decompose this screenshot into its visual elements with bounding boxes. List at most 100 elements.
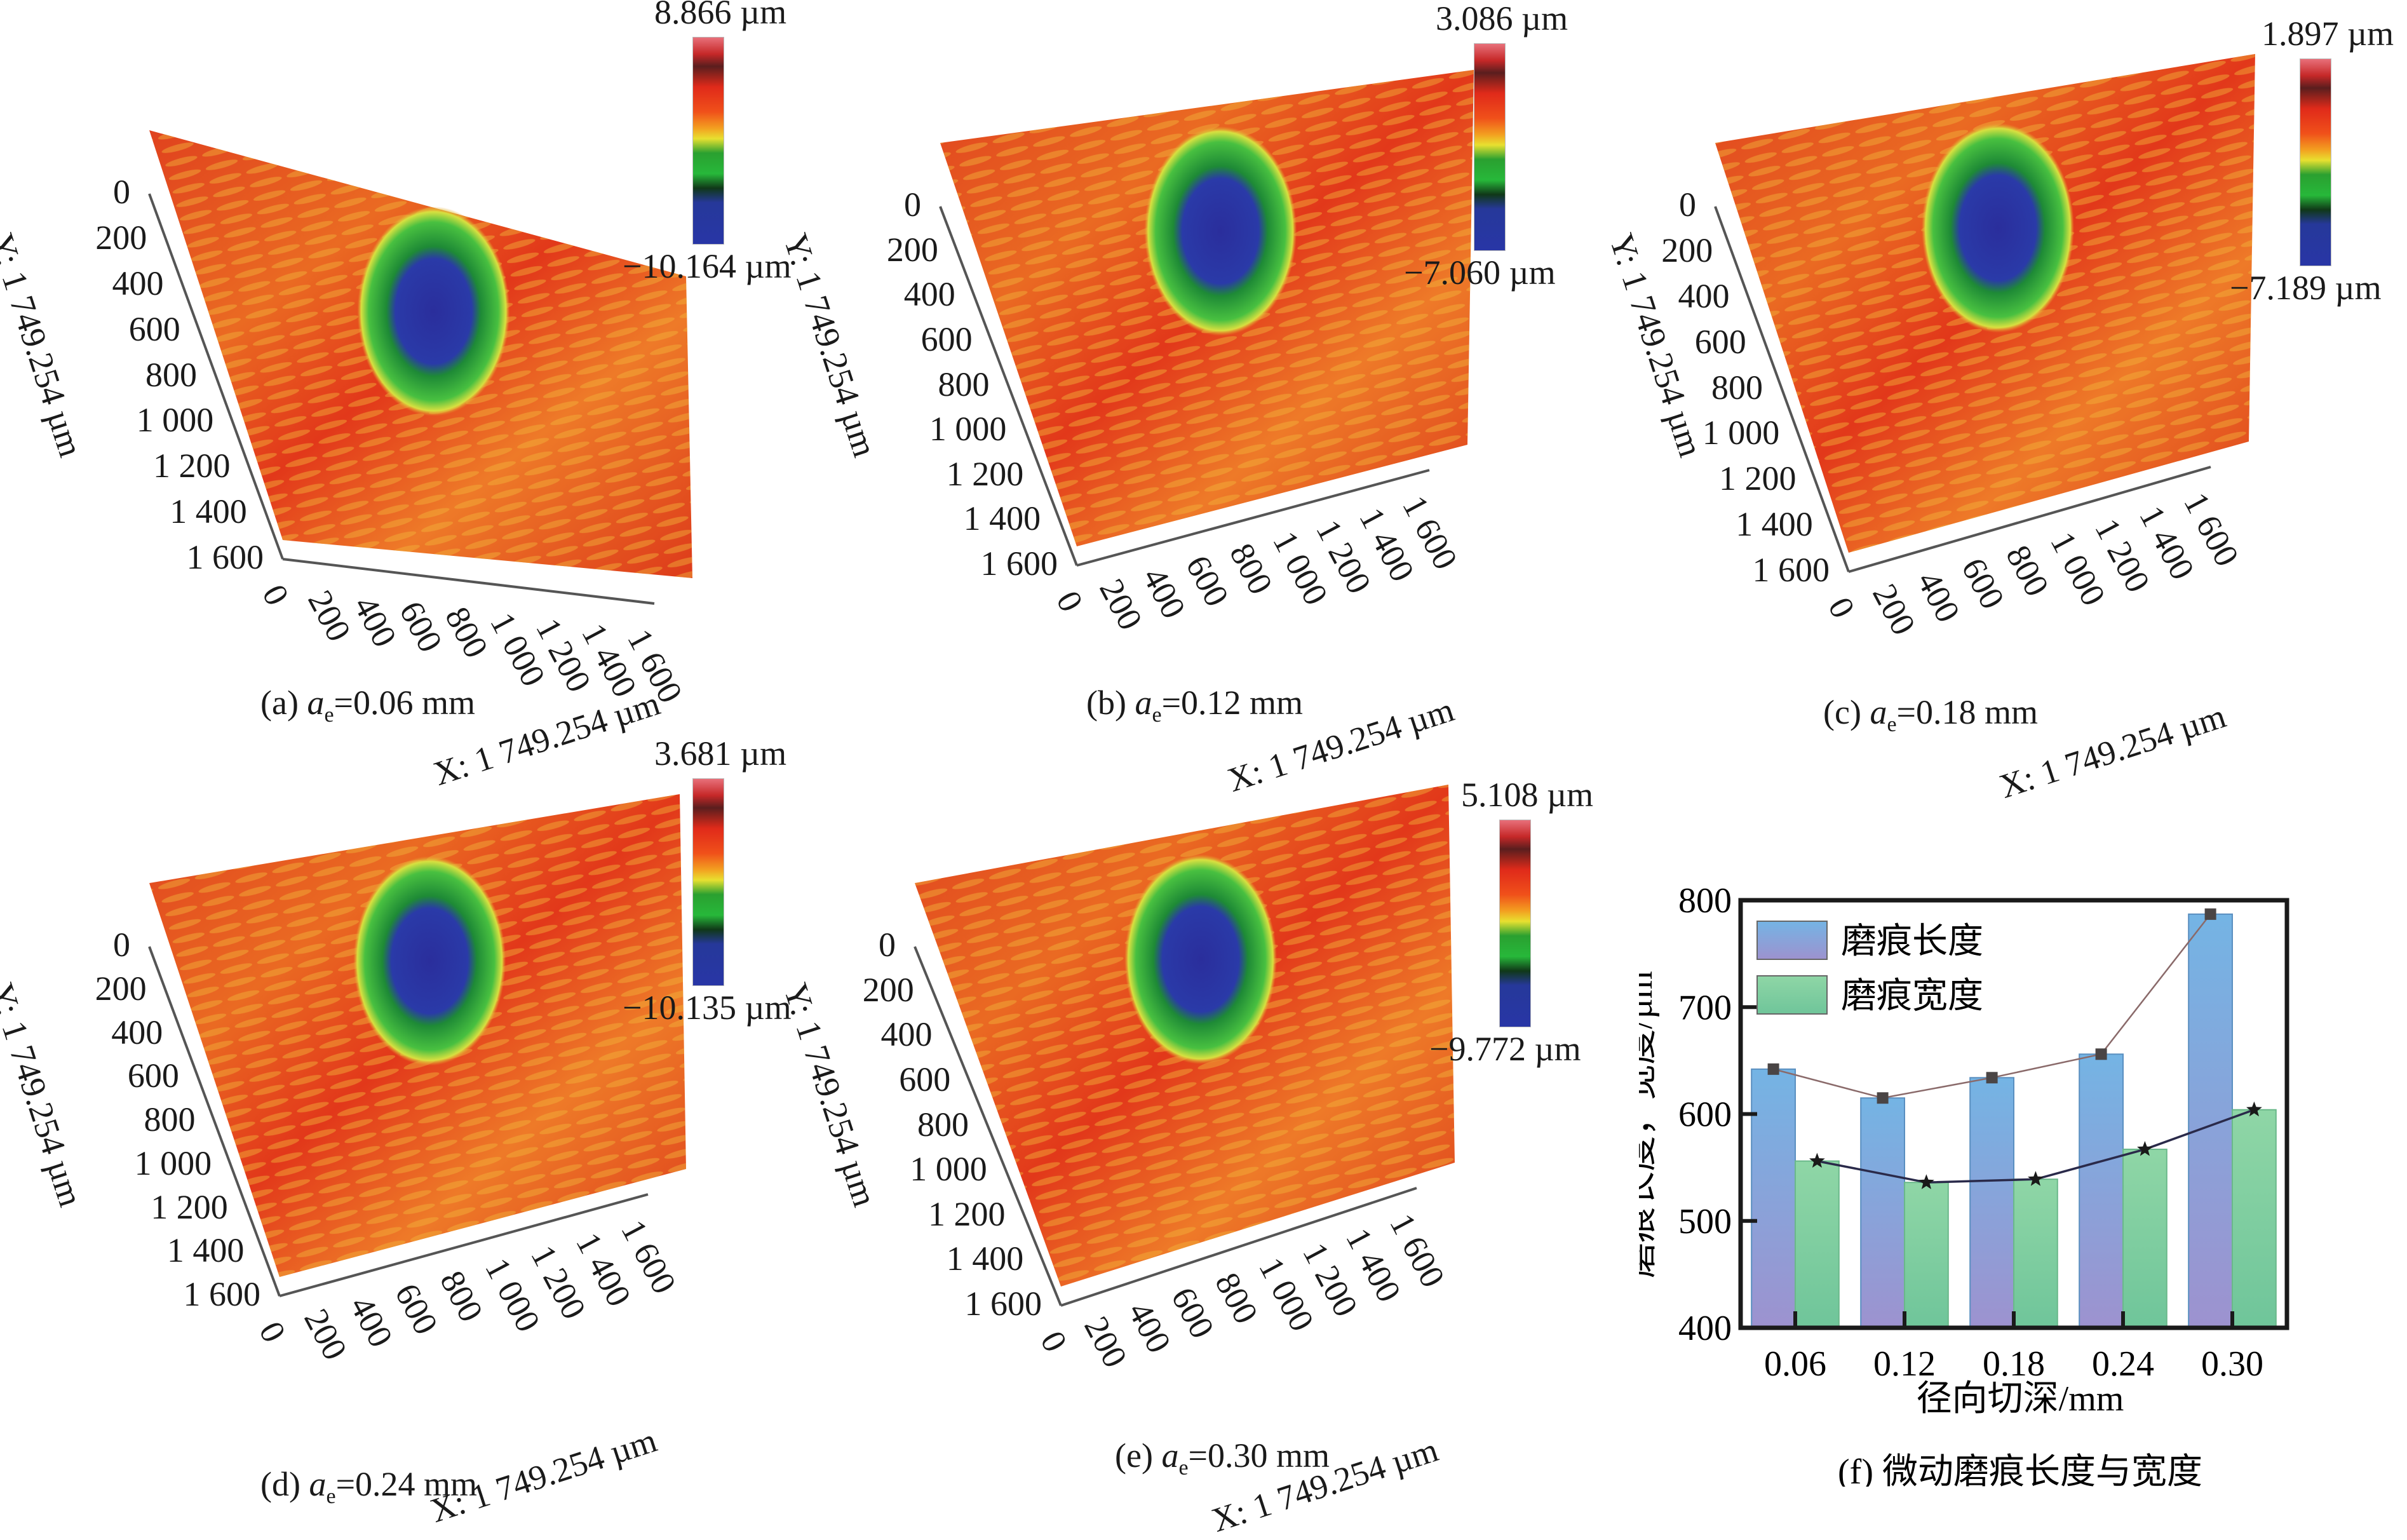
y-tick-label: 200: [1661, 231, 1713, 269]
caption-prefix: (b): [1086, 684, 1135, 722]
chart-caption: (f) 微动磨痕长度与宽度: [1838, 1452, 2202, 1487]
caption-variable: a: [307, 684, 325, 722]
panel-caption: (a) ae=0.06 mm: [260, 683, 475, 727]
y-tick-label: 1 400: [1736, 505, 1813, 544]
colorbar-max-label: 5.108 µm: [1461, 776, 1594, 814]
caption-prefix: (a): [260, 684, 307, 722]
x-tick-label: 0.30: [2201, 1344, 2263, 1384]
caption-value: =0.18 mm: [1896, 693, 2038, 731]
y-tick-label: 200: [95, 218, 147, 257]
wear-scar: [1124, 854, 1277, 1064]
surface-map-e: [914, 785, 1455, 1307]
y-tick-label: 1 400: [946, 1239, 1024, 1278]
caption-prefix: (e): [1115, 1436, 1162, 1475]
x-tick-label: 0.06: [1764, 1344, 1826, 1384]
caption-subscript: e: [1887, 712, 1897, 736]
surface-panel-b: 0 200 400 600 800 1 000 1 200 1 400 1 600 0 200 400…: [776, 0, 1588, 799]
y-tick-label: 200: [95, 969, 147, 1008]
y-tick-label: 800: [1678, 881, 1732, 921]
length-trend-line: [1773, 914, 2211, 1099]
bar-chart: 0.06 0.12 0.18 0.24 0.30 400 500 600 700 800 磨痕长度…: [1639, 881, 2289, 1487]
wear-scar: [1144, 126, 1297, 336]
y-tick-label: 500: [1678, 1202, 1732, 1241]
colorbar-min-label: −10.164 µm: [623, 247, 792, 285]
y-tick-label: 0: [1679, 186, 1696, 224]
y-tick-label: 700: [1678, 988, 1732, 1027]
panel-caption: (c) ae=0.18 mm: [1823, 692, 2038, 737]
caption-subscript: e: [324, 703, 334, 727]
colorbar: [2300, 58, 2331, 266]
y-tick-label: 400: [1678, 276, 1730, 315]
y-tick-label: 600: [920, 320, 973, 358]
width-marker: [2246, 1101, 2262, 1117]
y-tick-label: 400: [880, 1015, 933, 1054]
colorbar: [1474, 43, 1506, 251]
colorbar-max-label: 1.897 µm: [2262, 15, 2394, 53]
caption-prefix: (c): [1823, 693, 1870, 731]
y-tick-label: 1 400: [170, 492, 247, 531]
caption-value: =0.30 mm: [1188, 1436, 1330, 1475]
y-tick-label: 1 600: [980, 544, 1058, 583]
caption-value: =0.12 mm: [1161, 684, 1304, 722]
y-tick-label: 800: [144, 1100, 196, 1138]
surface-map-c: [1714, 54, 2255, 573]
y-tick-label: 1 600: [964, 1285, 1042, 1323]
colorbar: [1499, 820, 1531, 1027]
colorbar: [692, 778, 724, 986]
panel-caption: (b) ae=0.12 mm: [1086, 683, 1303, 727]
bar-width: [2122, 1149, 2168, 1328]
panel-caption: (e) ae=0.30 mm: [1115, 1436, 1330, 1480]
y-tick-label: 1 200: [928, 1194, 1006, 1233]
surface-map-b: [939, 70, 1474, 567]
y-tick-label: 1 000: [910, 1150, 987, 1189]
y-tick-label: 400: [112, 264, 164, 302]
panel-caption: (d) ae=0.24 mm: [260, 1464, 477, 1509]
y-tick-label: 600: [1678, 1095, 1732, 1135]
caption-subscript: e: [326, 1484, 336, 1508]
caption-variable: a: [1870, 693, 1887, 731]
caption-variable: a: [1161, 1436, 1179, 1475]
y-tick-label: 400: [1678, 1309, 1732, 1348]
surface-panel-c: 0 200 400 600 800 1 000 1 200 1 400 1 600 0 200 400…: [1602, 0, 2407, 806]
y-tick-label: 1 000: [134, 1144, 212, 1182]
x-tick-label: 0.24: [2092, 1344, 2154, 1384]
y-tick-label: 1 400: [963, 499, 1041, 538]
y-tick-label: 600: [1694, 322, 1746, 361]
colorbar-min-label: −9.772 µm: [1429, 1030, 1581, 1068]
legend: 磨痕长度 磨痕宽度: [1756, 921, 1983, 1016]
width-marker: [1918, 1174, 1934, 1189]
bar-length: [1860, 1097, 1906, 1328]
bar-width: [2013, 1179, 2058, 1328]
y-tick-label: 1 200: [946, 454, 1024, 493]
legend-swatch-length: [1756, 921, 1828, 960]
width-marker: [1809, 1152, 1825, 1168]
wear-scar: [357, 206, 510, 416]
x-axis-title: 径向切深/mm: [1917, 1379, 2124, 1419]
bar-length: [2079, 1053, 2124, 1328]
y-tick-label: 0: [113, 173, 130, 211]
y-tick-label: 1 200: [153, 447, 231, 485]
bar-width: [1795, 1160, 1840, 1328]
x-tick-label: 0.12: [1873, 1344, 1936, 1384]
surface-panel-a: 0 200 400 600 800 1 000 1 200 1 400 1 600 0 200 400…: [0, 0, 794, 793]
y-tick-label: 800: [938, 365, 990, 403]
surface-panel-d: 0 200 400 600 800 1 000 1 200 1 400 1 600 0 200 400…: [0, 734, 794, 1530]
width-marker: [2028, 1171, 2044, 1186]
y-tick-label: 600: [128, 309, 180, 348]
caption-value: =0.24 mm: [335, 1465, 478, 1503]
y-tick-label: 0: [904, 186, 921, 224]
bar-width: [1904, 1182, 1949, 1328]
y-tick-label: 1 600: [186, 538, 264, 576]
y-tick-label: 1 000: [929, 410, 1007, 449]
bar-length: [1751, 1068, 1796, 1328]
y-tick-label: 1 600: [1752, 551, 1830, 589]
width-marker: [2137, 1141, 2153, 1156]
y-axis-title: 磨痕长度，宽度/µm: [1639, 971, 1660, 1278]
y-tick-label: 0: [113, 926, 130, 964]
legend-label-width: 磨痕宽度: [1841, 976, 1983, 1016]
colorbar-max-label: 3.681 µm: [654, 734, 787, 773]
length-marker: [1877, 1092, 1889, 1104]
caption-variable: a: [309, 1465, 327, 1503]
y-tick-label: 1 600: [183, 1275, 261, 1313]
y-tick-label: 400: [111, 1013, 163, 1051]
